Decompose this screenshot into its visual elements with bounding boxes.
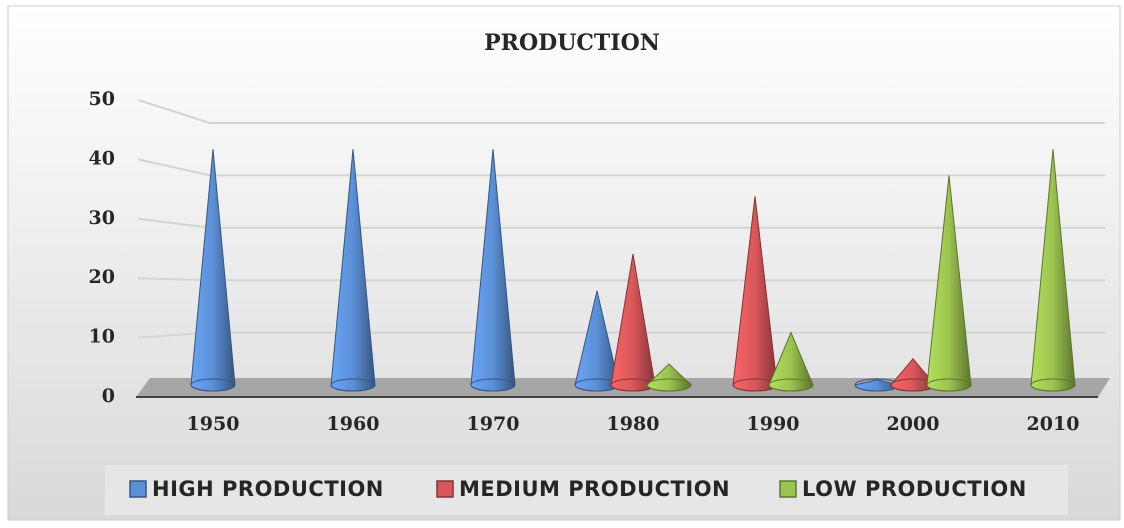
y-tick-label: 40	[89, 147, 115, 169]
cone-base	[190, 378, 236, 392]
grid-line	[137, 158, 1105, 177]
legend-swatch	[129, 480, 147, 498]
cone-base	[470, 378, 516, 392]
x-tick-label: 1990	[747, 413, 800, 435]
legend-label: MEDIUM PRODUCTION	[459, 477, 730, 501]
y-tick-label: 10	[89, 326, 115, 348]
y-tick-label: 50	[89, 88, 115, 110]
x-tick-label: 1970	[467, 413, 520, 435]
cone-base	[926, 378, 972, 392]
cone-base	[1030, 378, 1076, 392]
legend-swatch	[779, 480, 797, 498]
y-tick-label: 20	[89, 266, 115, 288]
x-tick-label: 1980	[607, 413, 660, 435]
legend-swatch	[436, 480, 454, 498]
grid-line	[137, 99, 1105, 124]
y-tick-label: 30	[89, 207, 115, 229]
x-tick-label: 1960	[327, 413, 380, 435]
x-tick-label: 2000	[887, 413, 940, 435]
legend-label: LOW PRODUCTION	[802, 477, 1027, 501]
chart-background	[7, 5, 1121, 521]
cone-base	[768, 378, 814, 392]
y-tick-label: 0	[102, 385, 115, 407]
cone-base	[330, 378, 376, 392]
x-tick-label: 2010	[1027, 413, 1080, 435]
cone-base	[646, 378, 692, 392]
legend-box	[105, 465, 1068, 515]
chart-title: PRODUCTION	[484, 30, 660, 56]
x-tick-label: 1950	[187, 413, 240, 435]
legend-label: HIGH PRODUCTION	[152, 477, 384, 501]
